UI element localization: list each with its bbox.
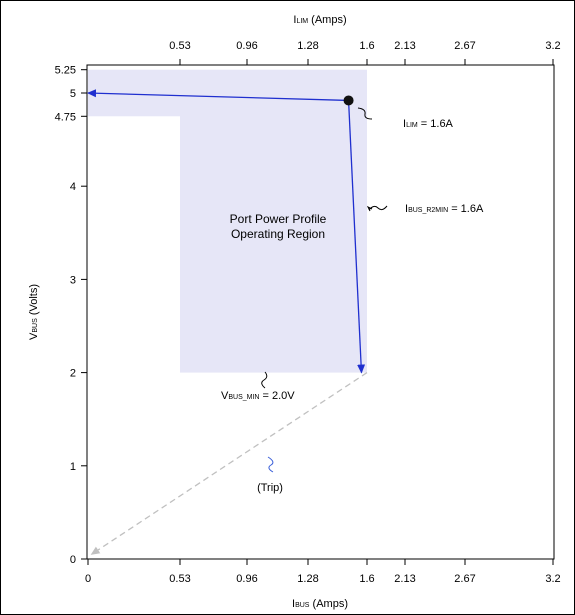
vbus-min-leader-squiggle [261,371,268,389]
y-tick-label: 4.75 [55,111,76,123]
x-tick-label-top: 1.6 [359,40,374,52]
x-tick-label-top: 0.96 [236,40,257,52]
operating-region [88,69,367,373]
x-axis-bottom-title: IBUS (Amps) [292,598,348,610]
y-tick-label: 2 [70,368,76,380]
x-tick-label-top: 2.67 [454,40,475,52]
series-line-2 [347,100,366,374]
series-line-1 [87,89,349,102]
y-tick-label: 3 [70,274,76,286]
x-tick-label-bottom: 1.28 [297,573,318,585]
series-group [87,89,368,555]
operating-point-marker [343,95,354,106]
y-axis-title: VBUS (Volts) [28,284,40,340]
ilim-leader-squiggle [357,107,373,120]
y-tick-label: 5 [70,88,76,100]
x-tick-label-top: 3.2 [545,40,560,52]
x-tick-label-top: 2.13 [394,40,415,52]
x-axis-top: 0.53 0.96 1.28 1.6 2.13 2.67 3.2 [169,40,561,65]
y-tick-label: 1 [70,461,76,473]
x-tick-label-bottom: 0.53 [169,573,190,585]
x-tick-label-bottom: 1.6 [359,573,374,585]
ibus-r2min-leader-squiggle [368,205,388,211]
x-tick-label-bottom: 2.13 [394,573,415,585]
x-tick-label-bottom: 3.2 [545,573,560,585]
x-tick-label-bottom: 0.96 [236,573,257,585]
x-axis-top-title: ILIM (Amps) [293,14,346,26]
vbus-min-annotation: VBUS_MIN = 2.0V [221,390,295,402]
region-label-line2: Operating Region [231,227,325,241]
x-tick-label-bottom: 0 [85,573,91,585]
plot-area-border [86,64,555,560]
y-axis: 0 1 2 3 4 4.75 5 5.25 [55,65,87,566]
ilim-annotation: ILIM = 1.6A [403,118,454,130]
y-tick-label: 5.25 [55,65,76,77]
x-tick-label-top: 1.28 [297,40,318,52]
x-axis-bottom: 0 0.53 0.96 1.28 1.6 2.13 2.67 3.2 [85,559,561,585]
region-label-line1: Port Power Profile [230,212,327,226]
x-tick-label-top: 0.53 [169,40,190,52]
x-tick-label-bottom: 2.67 [454,573,475,585]
trip-annotation: (Trip) [257,482,283,494]
y-tick-label: 4 [70,181,76,193]
y-tick-label: 0 [70,554,76,566]
ibus-r2min-annotation: IBUS_R2MIN = 1.6A [405,203,484,215]
ibus-r2min-leader-tip [366,205,373,212]
series-line-3 [90,372,368,555]
trip-leader-squiggle [267,456,274,473]
